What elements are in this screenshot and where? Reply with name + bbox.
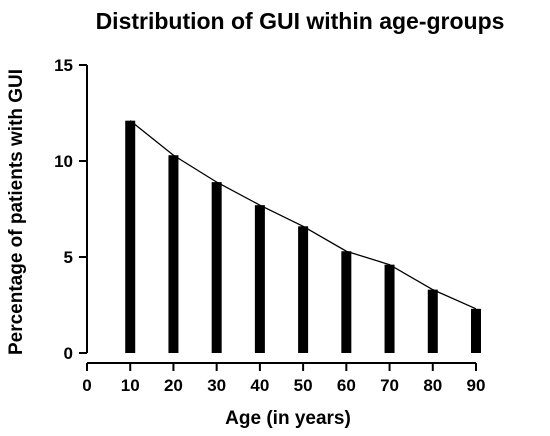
x-tick-label-20: 20 [164,376,183,395]
y-tick-label-5: 5 [64,248,73,267]
bar-10 [125,120,136,354]
y-tick-label-0: 0 [64,344,73,363]
x-tick-label-30: 30 [207,376,226,395]
trend-line-group [129,120,477,310]
x-tick-label-50: 50 [294,376,313,395]
x-tick-label-0: 0 [82,376,91,395]
trend-line [129,120,477,310]
bar-70 [384,264,395,353]
chart-title: Distribution of GUI within age-groups [96,8,505,34]
x-tick-label-40: 40 [250,376,269,395]
y-tick-label-15: 15 [54,56,73,75]
y-tick-label-10: 10 [54,152,73,171]
bar-90 [471,308,481,353]
bars-group [125,120,481,354]
x-tick-label-70: 70 [380,376,399,395]
x-tick-label-10: 10 [121,376,140,395]
bar-80 [427,289,438,353]
bar-50 [298,226,309,353]
x-tick-label-80: 80 [423,376,442,395]
y-axis-label: Percentage of patients with GUI [6,69,27,355]
x-tick-label-90: 90 [467,376,486,395]
bar-60 [341,251,352,353]
bar-20 [168,155,179,353]
tick-labels-group: 0 5 10 15 0 10 20 30 40 50 60 70 80 90 [54,56,485,395]
bar-30 [211,182,222,353]
axes-group [79,64,477,371]
bar-40 [254,205,265,353]
x-axis-label: Age (in years) [225,408,351,429]
x-tick-label-60: 60 [337,376,356,395]
